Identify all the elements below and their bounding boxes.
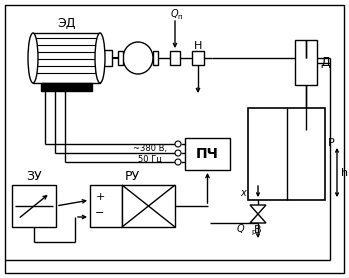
Bar bbox=[248, 108, 325, 200]
Text: Q: Q bbox=[236, 224, 244, 234]
Text: ЗУ: ЗУ bbox=[26, 170, 42, 183]
Text: Н: Н bbox=[194, 41, 202, 51]
Text: п: п bbox=[177, 14, 181, 20]
Circle shape bbox=[175, 141, 181, 147]
Bar bbox=[295, 40, 317, 85]
Bar bbox=[192, 51, 204, 65]
Ellipse shape bbox=[123, 42, 153, 74]
Bar bbox=[118, 51, 123, 65]
Bar bbox=[41, 83, 92, 91]
Text: Q: Q bbox=[171, 9, 179, 19]
Text: р: р bbox=[251, 229, 255, 235]
Text: В: В bbox=[254, 225, 262, 235]
Circle shape bbox=[175, 159, 181, 165]
Bar bbox=[33, 33, 100, 83]
Bar bbox=[248, 145, 325, 200]
Text: x: x bbox=[240, 188, 246, 198]
Ellipse shape bbox=[28, 33, 38, 83]
Text: РУ: РУ bbox=[125, 170, 140, 183]
Bar bbox=[153, 51, 158, 65]
Bar bbox=[170, 51, 180, 65]
Text: h: h bbox=[341, 168, 348, 177]
Bar bbox=[185, 138, 230, 170]
Polygon shape bbox=[250, 205, 266, 214]
Text: +: + bbox=[95, 192, 105, 202]
Bar bbox=[90, 185, 122, 227]
Text: Д: Д bbox=[320, 56, 330, 69]
Bar bbox=[12, 185, 56, 227]
Text: Р: Р bbox=[328, 138, 335, 148]
Text: −: − bbox=[95, 208, 105, 218]
Bar bbox=[100, 50, 112, 66]
Text: ПЧ: ПЧ bbox=[196, 147, 219, 161]
Polygon shape bbox=[250, 214, 266, 223]
Ellipse shape bbox=[95, 33, 105, 83]
Text: ЭД: ЭД bbox=[57, 16, 76, 29]
Circle shape bbox=[175, 150, 181, 156]
Text: ~380 В,
50 Гц: ~380 В, 50 Гц bbox=[133, 144, 167, 164]
Bar bbox=[122, 185, 175, 227]
